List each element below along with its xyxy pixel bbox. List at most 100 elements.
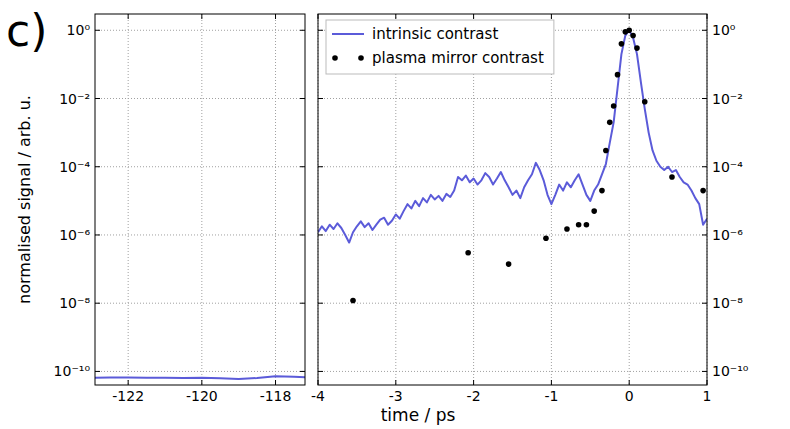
- plot-background: [318, 14, 707, 385]
- legend: intrinsic contrast plasma mirror contrast: [326, 20, 554, 74]
- point: [607, 120, 613, 126]
- y-tick: [300, 166, 305, 167]
- y-tick-label: 10⁰: [712, 22, 736, 38]
- x-tick-label: -1: [544, 388, 558, 404]
- y-tick-label: 10⁻⁴: [59, 159, 90, 175]
- y-tick-label: 10⁻¹⁰: [54, 363, 91, 379]
- y-tick: [702, 166, 707, 167]
- x-tick-label: -3: [389, 388, 403, 404]
- y-grid-line: [95, 98, 305, 99]
- y-grid-line: [95, 303, 305, 304]
- x-tick: [128, 14, 129, 19]
- figure: c) -122 -120 -118 10⁰ 10⁻² 10⁻⁴ 10⁻⁶ 10⁻⁸ 10⁻¹⁰ no…: [0, 0, 790, 429]
- x-tick: [201, 380, 202, 385]
- y-tick: [300, 30, 305, 31]
- y-tick: [702, 303, 707, 304]
- y-axis-title: normalised signal / arb. u.: [15, 95, 34, 304]
- y-grid-line: [95, 30, 305, 31]
- legend-label: intrinsic contrast: [372, 25, 498, 43]
- y-tick: [702, 98, 707, 99]
- y-tick: [95, 98, 100, 99]
- point: [603, 148, 609, 154]
- legend-swatch: [332, 33, 364, 35]
- y-grid-line: [318, 98, 707, 99]
- y-tick: [318, 303, 323, 304]
- x-tick: [275, 14, 276, 19]
- x-tick: [629, 380, 630, 385]
- point: [599, 188, 605, 194]
- legend-swatch: [332, 55, 338, 61]
- y-tick-label: 10⁰: [67, 22, 91, 38]
- point: [642, 99, 648, 105]
- x-tick-label: -118: [260, 388, 292, 404]
- y-grid-line: [95, 234, 305, 235]
- point: [564, 226, 570, 232]
- point: [615, 72, 621, 78]
- y-grid-line: [318, 234, 707, 235]
- y-tick-label: 10⁻⁶: [712, 227, 743, 243]
- point: [465, 250, 471, 256]
- x-tick-label: -122: [112, 388, 144, 404]
- y-tick: [95, 30, 100, 31]
- legend-box: [326, 20, 554, 74]
- y-grid-line: [95, 371, 305, 372]
- x-tick-label: -4: [311, 388, 325, 404]
- y-tick-label: 10⁻⁴: [712, 159, 743, 175]
- y-tick: [702, 371, 707, 372]
- plot-background: [95, 14, 305, 385]
- plot-frame: [318, 14, 707, 385]
- x-tick: [629, 14, 630, 19]
- point: [506, 261, 512, 267]
- x-grid-line: [629, 14, 630, 385]
- x-grid-line: [275, 14, 276, 385]
- panel-0: -122-120-11810⁰10⁻²10⁻⁴10⁻⁶10⁻⁸10⁻¹⁰norm…: [15, 14, 305, 404]
- y-tick: [318, 234, 323, 235]
- x-tick: [275, 380, 276, 385]
- x-tick-label: 1: [703, 388, 712, 404]
- plot-frame: [95, 14, 305, 385]
- y-tick: [318, 30, 323, 31]
- point: [669, 174, 675, 180]
- x-tick: [551, 14, 552, 19]
- panel-label: c): [6, 5, 47, 56]
- y-tick: [318, 371, 323, 372]
- x-axis-title: time / ps: [381, 405, 456, 425]
- y-grid-line: [318, 303, 707, 304]
- y-tick: [300, 234, 305, 235]
- y-tick: [95, 234, 100, 235]
- x-tick-label: 0: [625, 388, 634, 404]
- x-tick-label: -120: [186, 388, 218, 404]
- x-grid-line: [201, 14, 202, 385]
- legend-label: plasma mirror contrast: [372, 49, 544, 67]
- point: [591, 208, 597, 214]
- point: [543, 235, 549, 241]
- point: [576, 222, 582, 228]
- x-tick: [128, 380, 129, 385]
- point: [584, 222, 590, 228]
- x-tick: [201, 14, 202, 19]
- y-tick: [95, 371, 100, 372]
- y-grid-line: [318, 371, 707, 372]
- y-grid-line: [95, 166, 305, 167]
- y-grid-line: [318, 166, 707, 167]
- y-tick: [702, 30, 707, 31]
- point: [350, 298, 356, 304]
- line: [318, 30, 707, 242]
- point: [626, 27, 632, 33]
- y-tick-label: 10⁻⁸: [59, 295, 90, 311]
- x-tick: [551, 380, 552, 385]
- y-tick-label: 10⁻²: [712, 91, 743, 107]
- y-tick: [300, 303, 305, 304]
- point: [630, 33, 636, 39]
- x-grid-line: [128, 14, 129, 385]
- y-tick: [95, 166, 100, 167]
- y-tick: [318, 166, 323, 167]
- y-tick-label: 10⁻⁸: [712, 295, 743, 311]
- legend-swatch: [358, 55, 364, 61]
- data-group: [95, 376, 305, 379]
- y-tick-label: 10⁻²: [59, 91, 90, 107]
- point: [619, 41, 625, 47]
- y-tick-label: 10⁻¹⁰: [712, 363, 749, 379]
- y-tick: [300, 371, 305, 372]
- y-tick: [702, 234, 707, 235]
